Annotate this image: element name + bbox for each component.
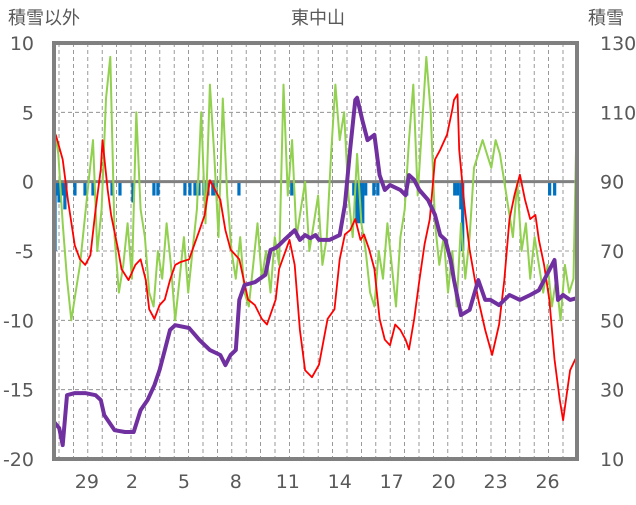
x-tick-label: 29 (75, 471, 99, 493)
left-tick-label: 0 (22, 172, 34, 194)
precipitation-bar (461, 181, 465, 251)
precipitation-bar (211, 181, 215, 196)
precipitation-bar (197, 181, 201, 196)
precipitation-bar (152, 181, 156, 196)
precipitation-bar (57, 181, 61, 203)
snow-depth-line (52, 95, 578, 448)
left-tick-label: -15 (3, 380, 34, 402)
precipitation-bar (361, 181, 365, 224)
right-tick-label: 50 (600, 310, 624, 332)
x-tick-label: 23 (484, 471, 508, 493)
x-tick-label: 8 (230, 471, 242, 493)
precipitation-bar (376, 181, 380, 196)
precipitation-bar (456, 181, 460, 196)
left-tick-label: -10 (3, 310, 34, 332)
x-tick-label: 17 (380, 471, 404, 493)
x-tick-label: 5 (178, 471, 190, 493)
precipitation-bar (548, 181, 552, 196)
left-tick-label: -20 (3, 449, 34, 471)
precipitation-bar (193, 181, 197, 196)
right-axis-label: 積雪 (588, 8, 624, 29)
precipitation-bar (55, 181, 59, 196)
precipitation-bar (459, 181, 463, 210)
precipitation-bar (156, 181, 160, 196)
precipitation-bar (73, 181, 77, 196)
plot-frame (52, 41, 579, 461)
precipitation-bar (91, 181, 95, 196)
precipitation-bar (83, 181, 87, 196)
precipitation-bar (355, 181, 359, 224)
x-tick-label: 14 (328, 471, 352, 493)
x-tick-label: 11 (276, 471, 300, 493)
precipitation-bar (183, 181, 187, 196)
right-tick-label: 130 (600, 33, 636, 55)
right-tick-label: 110 (600, 102, 636, 124)
green-series-line (53, 55, 578, 322)
x-tick-label: 20 (432, 471, 456, 493)
precipitation-bar (237, 181, 241, 196)
precipitation-bar (453, 181, 457, 196)
right-tick-label: 30 (600, 380, 624, 402)
precipitation-bar (372, 181, 376, 196)
precipitation-bar (553, 181, 557, 196)
precipitation-bar (131, 181, 135, 203)
left-axis-label: 積雪以外 (8, 8, 80, 29)
right-tick-label: 70 (600, 241, 624, 263)
precipitation-bar (364, 181, 368, 196)
right-tick-label: 10 (600, 449, 624, 471)
precipitation-bar (110, 181, 114, 196)
right-tick-label: 90 (600, 172, 624, 194)
chart-title: 東中山 (291, 8, 345, 29)
x-tick-label: 2 (126, 471, 138, 493)
left-tick-label: -5 (15, 241, 34, 263)
precipitation-bar (352, 181, 356, 196)
precipitation-bar (118, 181, 122, 196)
x-tick-label: 26 (535, 471, 559, 493)
precipitation-bar (290, 181, 294, 196)
left-tick-label: 5 (22, 102, 34, 124)
precipitation-bar (188, 181, 192, 196)
red-series-line (54, 93, 578, 422)
left-tick-label: 10 (10, 33, 34, 55)
precipitation-bar (60, 181, 64, 196)
